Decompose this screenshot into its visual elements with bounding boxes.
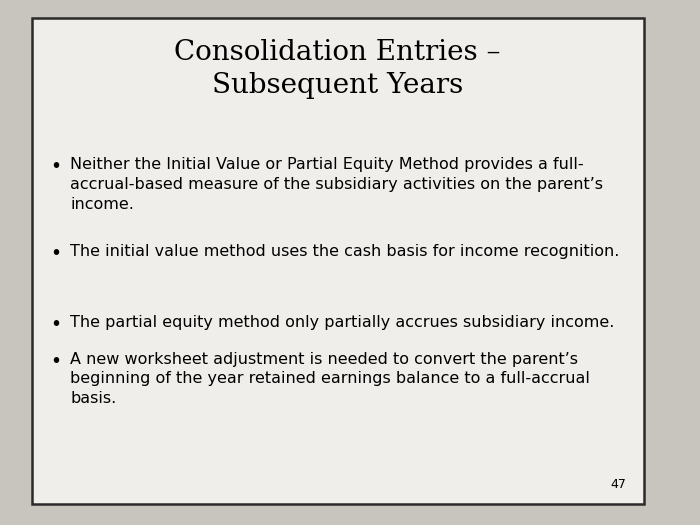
Text: A new worksheet adjustment is needed to convert the parent’s
beginning of the ye: A new worksheet adjustment is needed to … [70, 352, 590, 406]
Text: •: • [50, 352, 62, 371]
Text: The partial equity method only partially accrues subsidiary income.: The partial equity method only partially… [70, 315, 615, 330]
Text: •: • [50, 315, 62, 334]
FancyBboxPatch shape [32, 18, 644, 504]
Text: The initial value method uses the cash basis for income recognition.: The initial value method uses the cash b… [70, 244, 620, 259]
Text: 47: 47 [610, 478, 626, 491]
Text: •: • [50, 244, 62, 263]
Text: Consolidation Entries –
Subsequent Years: Consolidation Entries – Subsequent Years [174, 39, 501, 99]
Text: Neither the Initial Value or Partial Equity Method provides a full-
accrual-base: Neither the Initial Value or Partial Equ… [70, 158, 603, 212]
Text: •: • [50, 158, 62, 176]
